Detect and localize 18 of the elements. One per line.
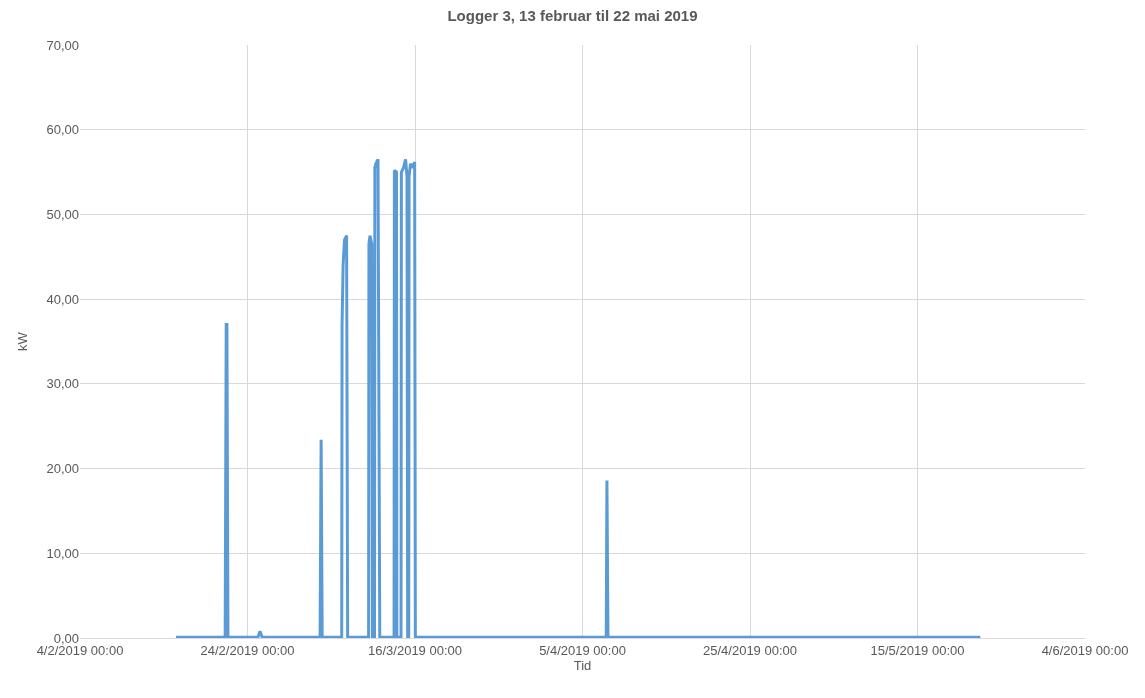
x-tick-label: 15/5/2019 00:00 <box>870 642 965 658</box>
y-tick-label: 20,00 <box>46 461 79 477</box>
x-tick-label: 16/3/2019 00:00 <box>368 642 462 658</box>
x-axis-title: Tid <box>573 658 592 674</box>
x-tick-label: 5/4/2019 00:00 <box>539 642 626 658</box>
y-tick-label: 60,00 <box>46 122 79 138</box>
line-series <box>174 157 982 638</box>
y-tick-label: 50,00 <box>46 206 79 222</box>
y-tick-label: 70,00 <box>46 37 79 53</box>
y-tick-label: 10,00 <box>46 545 79 561</box>
x-tick-label: 24/2/2019 00:00 <box>200 642 295 658</box>
x-tick-label: 4/6/2019 00:00 <box>1041 642 1129 658</box>
y-tick-label: 30,00 <box>46 376 79 392</box>
y-tick-label: 0,00 <box>53 630 79 646</box>
y-tick-label: 40,00 <box>46 291 79 307</box>
y-axis-title: kW <box>15 331 31 351</box>
chart-title: Logger 3, 13 februar til 22 mai 2019 <box>447 6 698 24</box>
x-tick-label: 25/4/2019 00:00 <box>703 642 797 658</box>
